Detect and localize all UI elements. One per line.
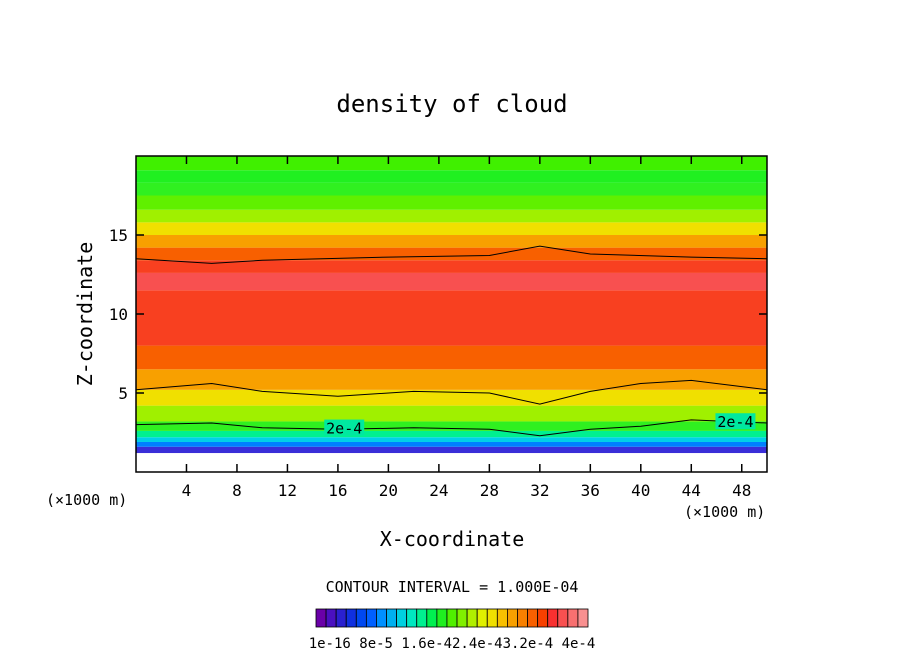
y-unit-label: (×1000 m) (46, 491, 127, 509)
contour-band (136, 430, 767, 438)
x-tick-label: 24 (429, 481, 448, 500)
colorbar-swatch (577, 608, 589, 628)
colorbar-swatch (496, 608, 508, 628)
contour-band (136, 247, 767, 261)
colorbar-swatch (365, 608, 377, 628)
x-tick-label: 20 (379, 481, 398, 500)
colorbar-swatch (335, 608, 347, 628)
colorbar-swatch (436, 608, 448, 628)
colorbar-labels: 1e-16 8e-5 1.6e-42.4e-43.2e-4 4e-4 (309, 636, 596, 652)
contour-line (135, 379, 768, 405)
contour-band (136, 421, 767, 431)
contour-label-bg (324, 419, 365, 436)
colorbar-swatch (426, 608, 438, 628)
contour-label: 2e-4 (717, 413, 753, 431)
contour-band (136, 260, 767, 273)
x-tick-label: 36 (581, 481, 600, 500)
x-tick-label: 28 (480, 481, 499, 500)
contour-line (135, 245, 768, 264)
colorbar-swatch (527, 608, 539, 628)
colorbar-swatch (325, 608, 337, 628)
colorbar-swatch (386, 608, 397, 628)
colorbar-swatch (517, 608, 528, 628)
contour-band (136, 209, 767, 223)
colorbar-swatch (537, 608, 549, 628)
x-tick-label: 16 (328, 481, 347, 500)
colorbar-swatch (567, 608, 579, 628)
plot-area: 2e-4 2e-4 (135, 156, 768, 472)
x-tick-label: 40 (631, 481, 650, 500)
x-tick-label: 44 (682, 481, 701, 500)
x-tick-label: 32 (530, 481, 549, 500)
y-axis-title: Z-coordinate (73, 242, 97, 387)
contour-band (136, 156, 767, 171)
colorbar-swatch (547, 608, 559, 628)
x-axis-title: X-coordinate (380, 527, 525, 551)
contour-line (135, 419, 768, 437)
y-tick-label: 5 (118, 384, 128, 403)
y-tick-label: 10 (109, 305, 128, 324)
colorbar-swatch (345, 608, 357, 628)
colorbar-swatch (557, 608, 569, 628)
contour-label-bg (715, 413, 756, 430)
contour-band (136, 446, 767, 454)
x-tick-label: 48 (732, 481, 751, 500)
x-tick-label: 12 (278, 481, 297, 500)
colorbar-swatch (507, 608, 518, 628)
y-tick-label: 15 (109, 226, 128, 245)
x-tick-label: 4 (182, 481, 192, 500)
colorbar-swatch (466, 608, 478, 628)
contour-band (136, 369, 767, 390)
colorbar-swatch (486, 608, 498, 628)
contour-band (136, 235, 767, 248)
x-unit-label: (×1000 m) (684, 503, 765, 521)
colorbar-swatch (315, 608, 327, 628)
contour-band (136, 441, 767, 447)
contour-band (136, 222, 767, 235)
colorbar-swatch (406, 608, 418, 628)
contour-interval-text: CONTOUR INTERVAL = 1.000E-04 (326, 578, 579, 596)
colorbar-swatch (396, 608, 408, 628)
colorbar (315, 608, 589, 628)
contour-band (136, 170, 767, 183)
x-tick-label: 8 (232, 481, 242, 500)
contour-band (136, 272, 767, 291)
y-axis: 5 10 15 (109, 226, 767, 403)
contour-band (136, 290, 767, 346)
contour-band (136, 345, 767, 370)
colorbar-swatch (355, 608, 367, 628)
contour-label: 2e-4 (326, 420, 362, 438)
chart-title: density of cloud (336, 90, 567, 118)
contour-band (136, 182, 767, 196)
colorbar-swatch (456, 608, 468, 628)
colorbar-swatch (476, 608, 488, 628)
x-axis: 4 8 12 16 20 24 28 32 36 40 44 48 (182, 156, 751, 500)
contour-band (136, 437, 767, 442)
colorbar-swatch (376, 608, 387, 628)
colorbar-swatch (416, 608, 428, 628)
contour-band (136, 405, 767, 422)
contour-band (136, 195, 767, 210)
colorbar-swatch (446, 608, 458, 628)
